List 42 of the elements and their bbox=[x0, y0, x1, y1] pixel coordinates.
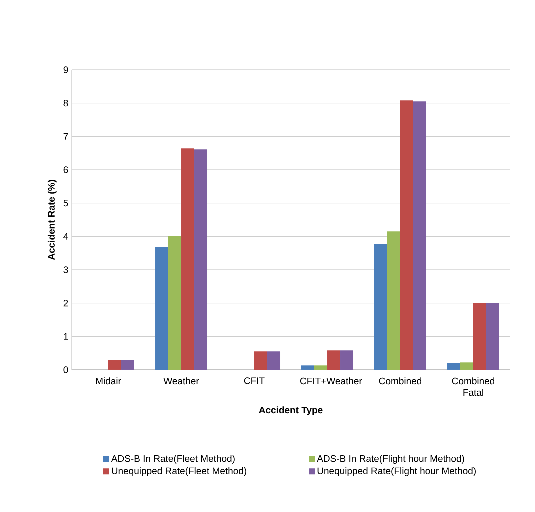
bar bbox=[328, 350, 341, 370]
x-tick-label: Weather bbox=[164, 378, 200, 385]
y-tick-label: 5 bbox=[64, 200, 68, 207]
y-tick-label: 1 bbox=[64, 333, 68, 340]
bar bbox=[108, 360, 122, 370]
bar bbox=[400, 100, 414, 370]
y-tick-label: 9 bbox=[64, 66, 68, 74]
bar bbox=[168, 236, 182, 370]
y-tick-label: 3 bbox=[64, 266, 68, 274]
bar bbox=[302, 366, 315, 370]
y-tick-label: 6 bbox=[64, 166, 68, 174]
bar bbox=[486, 303, 500, 370]
y-tick-label: 7 bbox=[64, 133, 68, 140]
bar bbox=[474, 303, 487, 370]
x-tick-label: Combined Fatal bbox=[452, 378, 495, 396]
bar bbox=[388, 232, 401, 370]
bar bbox=[414, 102, 427, 370]
bar bbox=[268, 352, 281, 370]
y-axis-title: Accident Rate (%) bbox=[48, 180, 57, 260]
y-tick-label: 0 bbox=[64, 366, 68, 374]
bar bbox=[374, 244, 388, 370]
legend-label: ADS-B In Rate(Flight hour Method) bbox=[317, 455, 464, 464]
legend-label: ADS-B In Rate(Fleet Method) bbox=[111, 455, 235, 464]
bar bbox=[122, 360, 135, 370]
bar bbox=[182, 148, 195, 370]
x-tick-label: Combined bbox=[379, 378, 422, 385]
y-tick-label: 2 bbox=[64, 300, 68, 307]
x-tick-label: CFIT+Weather bbox=[300, 378, 362, 385]
bar bbox=[448, 363, 461, 370]
x-tick-label: Midair bbox=[96, 378, 122, 385]
bar bbox=[460, 362, 474, 370]
x-axis-title: Accident Type bbox=[259, 406, 323, 416]
legend-label: Unequipped Rate(Fleet Method) bbox=[112, 467, 247, 476]
bar bbox=[194, 150, 208, 370]
bar bbox=[340, 350, 354, 370]
y-tick-label: 8 bbox=[64, 100, 68, 107]
bar bbox=[254, 352, 268, 370]
bar bbox=[314, 366, 328, 370]
bar bbox=[156, 247, 169, 370]
x-tick-label: CFIT bbox=[244, 378, 265, 384]
legend-label: Unequipped Rate(Flight hour Method) bbox=[318, 467, 476, 476]
y-tick-label: 4 bbox=[64, 233, 68, 240]
